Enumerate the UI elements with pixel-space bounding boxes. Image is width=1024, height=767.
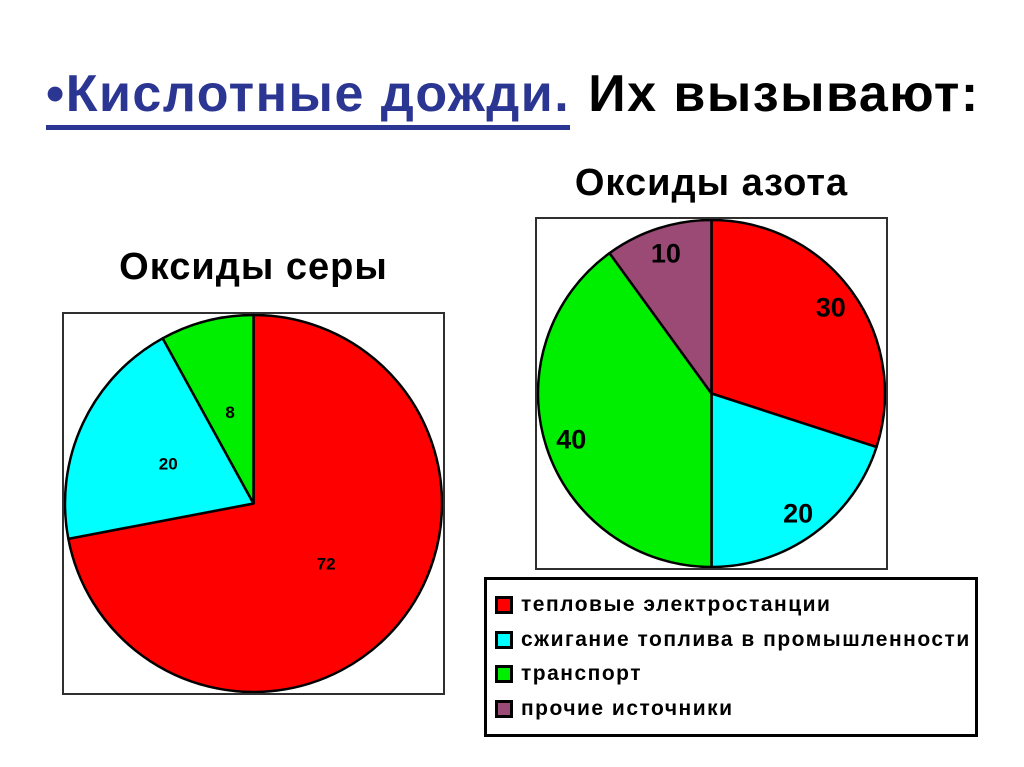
pie-slice-value-label: 30: [816, 292, 846, 322]
pie-chart-sulfur-oxides: 72 20 8: [62, 312, 445, 695]
pie-title-sulfur-oxides: Оксиды серы: [119, 246, 388, 288]
legend-swatch: [495, 630, 513, 649]
chart-legend: тепловые электростанции сжигание топлива …: [484, 577, 978, 737]
slide-title-link-text: Кислотные дожди.: [65, 65, 571, 123]
slide-title-highlighted: •Кислотные дожди.: [46, 65, 571, 130]
pie-slice-value-label: 72: [317, 555, 336, 574]
legend-item: тепловые электростанции: [495, 593, 971, 617]
pie-slice-value-label: 20: [783, 498, 813, 528]
legend-item: прочие источники: [495, 697, 971, 721]
pie-slice: [537, 251, 713, 568]
legend-label: транспорт: [521, 662, 643, 686]
pie-slice: [64, 337, 255, 541]
legend-swatch: [495, 595, 513, 614]
pie-slice: [710, 392, 878, 568]
pie-title-nitrogen-oxides: Оксиды азота: [574, 162, 849, 204]
legend-item: сжигание топлива в промышленности: [495, 628, 971, 652]
slide-title: •Кислотные дожди. Их вызывают:: [46, 64, 980, 130]
legend-swatch: [495, 700, 513, 719]
pie-slice: [608, 219, 713, 395]
pie-slice: [710, 219, 886, 449]
pie-slice-value-label: 20: [159, 454, 178, 473]
pie-chart-nitrogen-oxides: 30 20 40 10: [535, 217, 888, 570]
legend-label: прочие источники: [521, 697, 734, 721]
legend-label: сжигание топлива в промышленности: [521, 627, 971, 651]
pie-slice-value-label: 10: [651, 239, 681, 269]
legend-swatch: [495, 665, 513, 684]
pie-svg-nitrogen-oxides: 30 20 40 10: [537, 219, 886, 568]
bullet-marker: •: [46, 65, 66, 123]
legend-item: транспорт: [495, 662, 971, 686]
slide-title-rest: Их вызывают:: [588, 65, 980, 123]
pie-slice: [67, 314, 443, 693]
pie-slice: [161, 314, 255, 505]
legend-label: тепловые электростанции: [521, 592, 832, 616]
pie-svg-sulfur-oxides: 72 20 8: [64, 314, 443, 693]
pie-slice-value-label: 40: [556, 425, 586, 455]
pie-slice-value-label: 8: [225, 403, 234, 422]
